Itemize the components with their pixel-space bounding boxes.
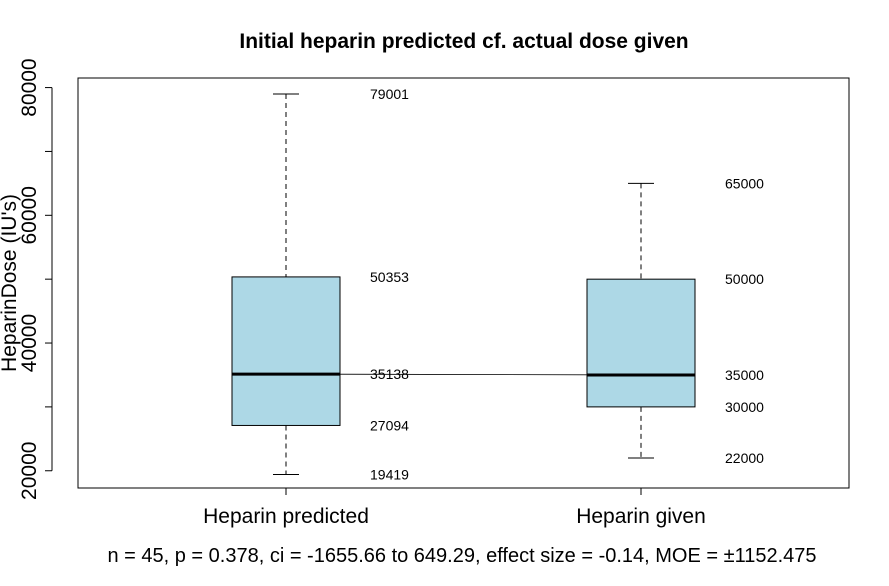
value-label: 30000: [725, 399, 764, 415]
x-axis: Heparin predicted Heparin given: [203, 487, 706, 528]
stats-footnote: n = 45, p = 0.378, ci = -1655.66 to 649.…: [107, 545, 816, 567]
value-label: 79001: [370, 86, 409, 102]
value-label: 27094: [370, 417, 409, 433]
y-tick-label: 60000: [18, 186, 41, 244]
x-tick-label: Heparin predicted: [203, 505, 369, 528]
chart-title: Initial heparin predicted cf. actual dos…: [239, 30, 688, 53]
value-label: 50353: [370, 269, 409, 285]
value-label: 35000: [725, 367, 764, 383]
y-tick-label: 20000: [18, 442, 41, 500]
x-tick-label: Heparin given: [576, 505, 706, 528]
value-label: 50000: [725, 271, 764, 287]
iqr-box: [586, 278, 696, 408]
y-axis-label: HeparinDose (IU's): [0, 194, 21, 372]
value-label: 35138: [370, 366, 409, 382]
box-2: 65000 50000 35000 30000 22000: [586, 175, 764, 466]
median-connector-line: [285, 373, 642, 376]
y-tick-label: 80000: [18, 58, 41, 116]
box-1: 79001 50353 35138 27094 19419: [231, 86, 409, 482]
value-label: 65000: [725, 175, 764, 191]
value-label: 22000: [725, 450, 764, 466]
y-tick-label: 40000: [18, 314, 41, 372]
iqr-box: [231, 276, 341, 426]
boxes: 79001 50353 35138 27094 19419 65000 50000 35000…: [231, 86, 764, 482]
value-label: 19419: [370, 466, 409, 482]
y-axis: 20000 40000 60000 80000: [18, 58, 53, 500]
